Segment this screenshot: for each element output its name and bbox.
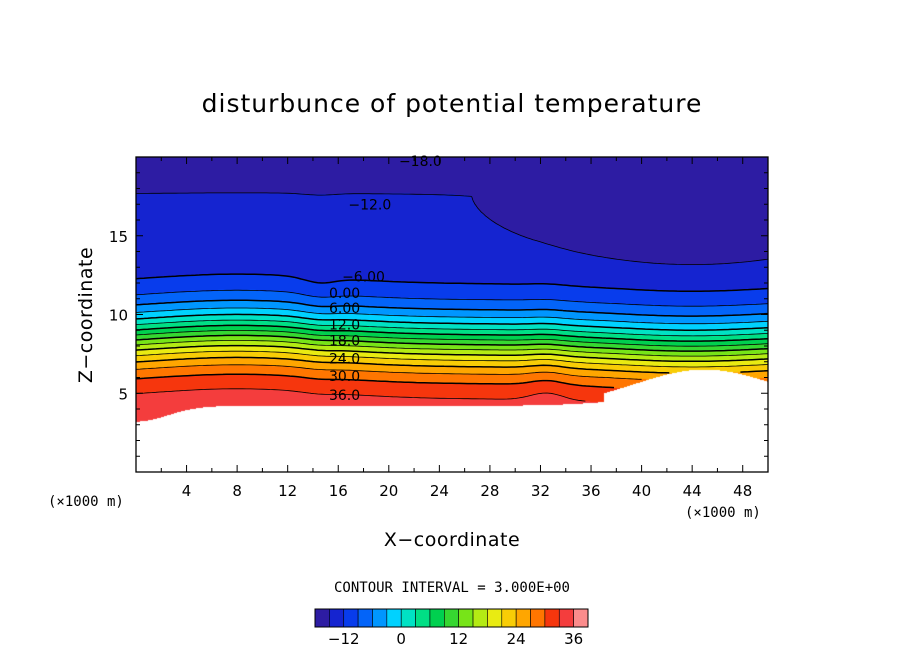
x-tick-label: 20 [379, 482, 398, 500]
colorbar-ticks: −12 0 12 24 36 [328, 630, 583, 648]
colorbar-tick-label: 12 [449, 630, 468, 648]
contour-label: 6.00 [329, 301, 360, 317]
contour-line [136, 273, 768, 292]
x-tick-label: 36 [581, 482, 600, 500]
contour-line [136, 334, 768, 352]
contour-label: 24.0 [329, 352, 360, 368]
contour-line [136, 364, 642, 380]
colorbar-tick-label: 0 [396, 630, 406, 648]
contour-line [136, 340, 768, 357]
x-axis-label: X−coordinate [384, 529, 520, 551]
contour-label: −6.00 [342, 270, 385, 286]
colorbar-swatch [386, 608, 402, 628]
x-tick-label: 44 [683, 482, 702, 500]
x-axis-unit-label: (×1000 m) [685, 505, 761, 521]
x-tick-label: 32 [531, 482, 550, 500]
colorbar-frame [314, 608, 589, 628]
contour-line [136, 299, 768, 317]
contour-interval-text: CONTOUR INTERVAL = 3.000E+00 [334, 580, 570, 596]
colorbar-tick-label: −12 [328, 630, 360, 648]
x-tick-label: 24 [430, 482, 449, 500]
colorbar-swatch [444, 608, 459, 628]
contour-line [136, 192, 768, 265]
colorbar-swatch [544, 608, 560, 628]
colorbar-tick-label: 36 [564, 630, 583, 648]
colorbar-swatch [415, 608, 431, 628]
x-tick-label: 4 [182, 482, 192, 500]
colorbar [314, 608, 589, 628]
contour-label: 36.0 [329, 388, 360, 404]
colorbar-swatch [530, 608, 546, 628]
x-axis-ticks: 4 8 12 16 20 24 28 32 36 40 44 48 [160, 157, 752, 500]
x-tick-label: 28 [480, 482, 499, 500]
colorbar-swatch [329, 608, 345, 628]
x-tick-label: 40 [632, 482, 651, 500]
contour-line [136, 373, 615, 389]
y-tick-label: 5 [118, 385, 128, 403]
contour-line [136, 388, 586, 402]
contour-label: 18.0 [329, 333, 360, 349]
colorbar-swatch [357, 608, 373, 628]
contour-label: 12.0 [329, 318, 360, 334]
colorbar-swatch [558, 608, 574, 628]
contour-label: 30.0 [329, 369, 360, 385]
colorbar-swatch [515, 608, 531, 628]
colorbar-swatch [314, 608, 330, 628]
colorbar-tick-label: 24 [507, 630, 526, 648]
contour-line [136, 330, 768, 347]
contour-line [136, 344, 768, 363]
contour-label: −18.0 [399, 154, 442, 170]
y-tick-label: 10 [109, 307, 128, 325]
x-tick-label: 12 [278, 482, 297, 500]
contour-line [136, 356, 768, 374]
y-axis-unit-label: (×1000 m) [48, 494, 124, 510]
colorbar-swatch [400, 608, 416, 628]
contour-line [136, 289, 768, 307]
x-tick-label: 8 [232, 482, 242, 500]
contour-lines [136, 192, 768, 402]
contour-line [136, 313, 768, 331]
colorbar-swatch [573, 608, 589, 628]
colorbar-swatch [501, 608, 517, 628]
y-tick-label: 15 [109, 228, 128, 246]
contour-line [136, 324, 768, 342]
contour-line [136, 319, 768, 337]
x-tick-label: 16 [329, 482, 348, 500]
colorbar-swatch [487, 608, 503, 628]
y-axis-label: Z−coordinate [75, 247, 97, 383]
colorbar-swatch [472, 608, 488, 628]
contour-label: −12.0 [348, 197, 391, 213]
y-axis-ticks: 5 10 15 [109, 172, 768, 457]
colorbar-swatch [458, 608, 474, 628]
colorbar-swatch [372, 608, 388, 628]
colorbar-swatch [343, 608, 359, 628]
contour-line [136, 350, 768, 368]
chart-title: disturbunce of potential temperature [202, 89, 703, 118]
contour-label: 0.00 [329, 286, 360, 302]
colorbar-swatch [429, 608, 445, 628]
x-tick-label: 48 [733, 482, 752, 500]
contour-line [136, 307, 768, 325]
